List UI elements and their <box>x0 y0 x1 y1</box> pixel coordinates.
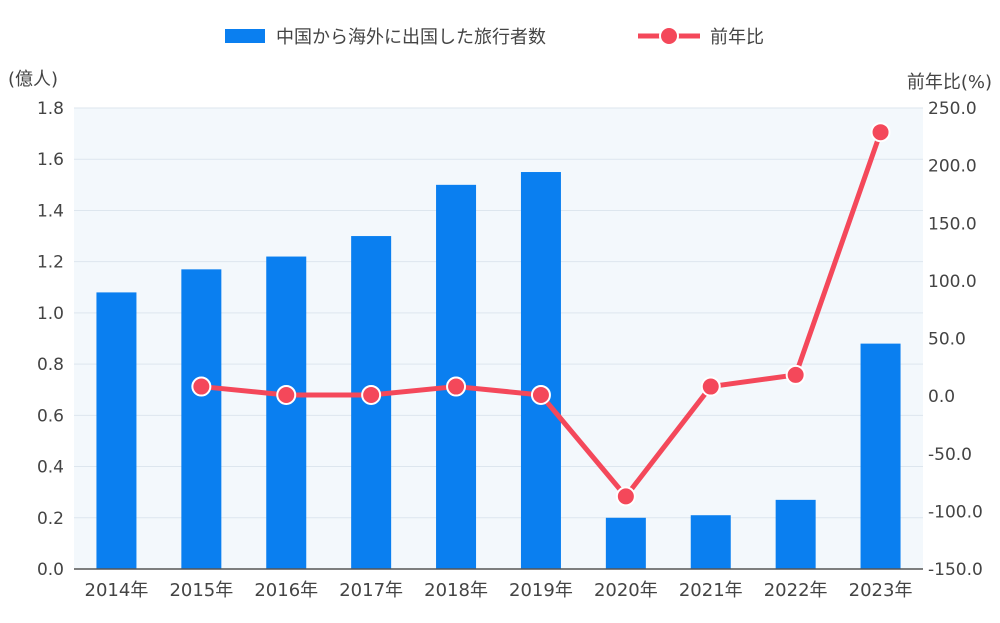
y-tick-label: 0.4 <box>37 458 64 478</box>
x-tick-label: 2015年 <box>169 580 233 601</box>
y-tick-label: 1.4 <box>37 201 64 221</box>
y2-tick-label: 250.0 <box>928 99 977 119</box>
x-tick-label: 2020年 <box>594 580 658 601</box>
y2-tick-label: 0.0 <box>928 387 955 407</box>
x-tick-label: 2023年 <box>849 580 913 601</box>
bar <box>266 256 307 569</box>
line-point <box>530 384 551 405</box>
line-point <box>446 376 467 397</box>
legend-item-line[interactable]: 前年比 <box>638 26 764 48</box>
y2-axis-title: 前年比(%) <box>907 72 992 93</box>
legend-line-marker <box>659 26 679 46</box>
line-point <box>785 364 806 385</box>
x-axis-ticks: 2014年 2015年 2016年 2017年 2018年 2019年 2020年 2021年… <box>85 580 913 601</box>
x-tick-label: 2022年 <box>764 580 828 601</box>
line-point <box>870 122 891 143</box>
left-axis-ticks: 0.0 0.2 0.4 0.6 0.8 1.0 1.2 1.4 1.6 1.8 <box>37 99 64 580</box>
bar-series <box>96 172 901 570</box>
y-tick-label: 0.6 <box>37 406 64 426</box>
y-tick-label: 1.8 <box>37 99 64 119</box>
x-tick-label: 2014年 <box>85 580 149 601</box>
line-point <box>361 384 382 405</box>
y-tick-label: 1.6 <box>37 150 64 170</box>
y2-tick-label: -100.0 <box>928 502 983 522</box>
y2-tick-label: 200.0 <box>928 157 977 177</box>
legend-item-bar[interactable]: 中国から海外に出国した旅行者数 <box>225 27 546 48</box>
y-axis-title: (億人) <box>8 69 58 90</box>
bar <box>96 292 137 569</box>
bar <box>520 172 561 569</box>
right-axis-ticks: -150.0 -100.0 -50.0 0.0 50.0 100.0 150.0 200.0 2… <box>928 99 983 580</box>
bar <box>860 343 901 569</box>
bar <box>181 269 222 569</box>
y-tick-label: 1.0 <box>37 304 64 324</box>
x-tick-label: 2019年 <box>509 580 573 601</box>
legend-line-label: 前年比 <box>710 27 764 48</box>
y-tick-label: 0.0 <box>37 560 64 580</box>
x-tick-label: 2017年 <box>339 580 403 601</box>
y-tick-label: 0.8 <box>37 355 64 375</box>
line-point <box>700 376 721 397</box>
legend-bar-swatch <box>225 29 265 43</box>
bar <box>775 499 816 569</box>
y2-tick-label: -150.0 <box>928 560 983 580</box>
y-tick-label: 0.2 <box>37 509 64 529</box>
y2-tick-label: -50.0 <box>928 445 972 465</box>
bar <box>690 515 731 569</box>
line-point <box>276 384 297 405</box>
legend: 中国から海外に出国した旅行者数 前年比 <box>225 26 764 48</box>
y2-tick-label: 100.0 <box>928 272 977 292</box>
y-tick-label: 1.2 <box>37 253 64 273</box>
legend-bar-label: 中国から海外に出国した旅行者数 <box>276 27 546 48</box>
line-point <box>191 376 212 397</box>
y2-tick-label: 50.0 <box>928 330 966 350</box>
line-point <box>615 486 636 507</box>
line-points <box>191 122 891 507</box>
y2-tick-label: 150.0 <box>928 214 977 234</box>
x-tick-label: 2018年 <box>424 580 488 601</box>
x-tick-label: 2021年 <box>679 580 743 601</box>
bar <box>605 517 646 569</box>
x-tick-label: 2016年 <box>254 580 318 601</box>
